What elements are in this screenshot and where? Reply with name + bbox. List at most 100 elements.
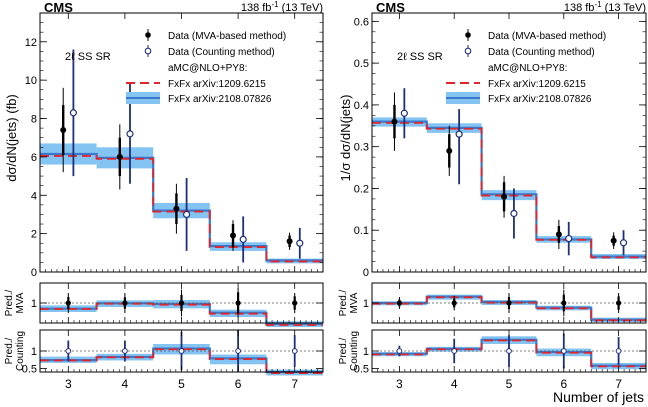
left-ratio-mva-data-point xyxy=(122,300,128,306)
left-mva-data-point xyxy=(230,232,237,239)
left-mva-data-point xyxy=(173,205,180,212)
right-legend-mva-marker xyxy=(465,32,471,38)
left-region-label: 2ℓ SS SR xyxy=(65,51,111,63)
left-legend-generator-label: aMC@NLO+PY8: xyxy=(168,63,247,74)
left-legend-counting-label: Data (Counting method) xyxy=(168,47,275,58)
left-main-ytick-label: 0 xyxy=(31,267,37,279)
right-ratio-mva-data-point xyxy=(451,300,457,306)
left-ratio-counting-data-point xyxy=(122,348,128,354)
left-mva-data-point xyxy=(60,127,67,134)
left-legend-fxfx2-label: FxFx arXiv:2108.07826 xyxy=(168,94,272,105)
left-main-ytick-label: 2 xyxy=(31,229,37,241)
left-ratio-counting-fxfx-1209-line xyxy=(40,348,323,374)
right-mva-data-point xyxy=(501,193,508,200)
left-ratio-counting-y-axis-title-line1: Pred./ xyxy=(4,337,15,364)
x-axis-title: Number of jets xyxy=(553,389,644,405)
right-ratio-mva-y-axis-title-line2: MVA xyxy=(349,292,360,313)
right-counting-data-point xyxy=(400,109,408,117)
left-ratio-counting-ytick-label: 0.5 xyxy=(22,364,37,376)
left-legend-fxfx1-label: FxFx arXiv:1209.6215 xyxy=(168,79,266,90)
left-legend-mva-marker xyxy=(145,32,151,38)
left-ratio-counting-data-point xyxy=(178,348,185,354)
left-counting-data-point xyxy=(239,235,247,243)
left-ratio-mva-y-axis-title-line2: MVA xyxy=(15,292,26,313)
left-panel-differential-cross-section: 0 2 4 6 8 10 12 dσ/dN(jets) (fb) CMS 138 fb-1 (13… xyxy=(4,0,324,391)
left-y-axis-title: dσ/dN(jets) (fb) xyxy=(4,94,19,181)
right-ratio-counting-fxfx-1209-line xyxy=(372,339,646,368)
right-ratio-mva-data-point xyxy=(561,300,567,306)
left-main-ytick-label: 8 xyxy=(31,114,37,126)
right-main-ytick-label: 0.4 xyxy=(354,100,369,112)
right-ratio-mva-data-point xyxy=(506,300,512,306)
right-mva-data-point xyxy=(391,118,398,125)
right-region-label: 2ℓ SS SR xyxy=(397,51,443,63)
right-legend-mva-label: Data (MVA-based method) xyxy=(488,31,606,42)
left-ratio-mva-data-point xyxy=(235,300,241,306)
right-main-ytick-label: 0.1 xyxy=(354,225,369,237)
right-main-ytick-label: 0.5 xyxy=(354,58,369,70)
left-counting-data-point xyxy=(126,130,134,138)
left-ratio-mva-data-point xyxy=(65,300,71,306)
right-legend-counting-marker xyxy=(464,47,472,55)
right-x-tick-label: 3 xyxy=(396,377,403,391)
left-ratio-counting-y-axis-title-line2: Counting xyxy=(15,331,26,371)
right-legend-counting-label: Data (Counting method) xyxy=(488,47,595,58)
left-energy-label: (13 TeV) xyxy=(279,2,323,14)
left-x-tick-label: 3 xyxy=(65,377,72,391)
left-experiment-label: CMS xyxy=(44,0,73,15)
right-mva-data-point xyxy=(555,231,562,238)
right-main-ytick-label: 0 xyxy=(363,267,369,279)
right-lumi-label: 138 fb-1 (13 TeV) xyxy=(564,0,646,14)
right-ratio-mva-y-axis-title-line1: Pred./ xyxy=(338,289,349,316)
left-counting-data-point xyxy=(296,239,304,247)
right-counting-data-point xyxy=(565,234,573,243)
left-ratio-mva-ytick-label: 1 xyxy=(31,298,37,310)
right-counting-data-point xyxy=(619,239,628,247)
left-lumi-label: 138 fb-1 (13 TeV) xyxy=(241,0,323,14)
left-mva-data-point xyxy=(116,153,123,160)
right-experiment-label: CMS xyxy=(376,0,405,15)
right-legend-fxfx1-label: FxFx arXiv:1209.6215 xyxy=(488,79,586,90)
right-counting-data-point xyxy=(455,130,463,138)
right-lumi-exponent: -1 xyxy=(594,0,602,9)
right-x-tick-label: 5 xyxy=(506,377,513,391)
right-legend-generator-label: aMC@NLO+PY8: xyxy=(488,63,567,74)
right-ratio-counting-ytick-label: 0.5 xyxy=(354,364,369,376)
right-ratio-counting-data-point xyxy=(560,348,567,354)
left-main-ytick-label: 6 xyxy=(31,152,37,164)
right-energy-label: (13 TeV) xyxy=(602,2,646,14)
right-main-fxfx-2108-line xyxy=(372,120,646,258)
left-ratio-counting-data-point xyxy=(65,348,72,354)
right-ratio-counting-data-point xyxy=(615,348,622,354)
left-x-tick-label: 5 xyxy=(178,377,185,391)
right-main-ytick-label: 0.2 xyxy=(354,183,369,195)
right-panel-normalized-cross-section: 0 0.1 0.2 0.3 0.4 0.5 0.6 1/σ dσ/dN(jets) CMS 138… xyxy=(338,0,647,391)
right-ratio-counting-data-point xyxy=(506,348,512,354)
right-main-fxfx-1209-line xyxy=(372,121,646,259)
right-main-ytick-label: 0.6 xyxy=(354,16,369,28)
right-ratio-mva-data-point xyxy=(616,300,622,306)
right-x-tick-label: 7 xyxy=(615,377,622,391)
right-legend-fxfx2-label: FxFx arXiv:2108.07826 xyxy=(488,94,592,105)
right-ratio-counting-data-point xyxy=(451,348,458,354)
right-ratio-counting-y-axis-title-line1: Pred./ xyxy=(338,337,349,364)
right-mva-data-point xyxy=(446,147,453,154)
right-y-axis-title: 1/σ dσ/dN(jets) xyxy=(338,95,353,182)
right-counting-data-point xyxy=(510,209,518,218)
right-x-tick-label: 6 xyxy=(560,377,567,391)
left-counting-data-point xyxy=(69,109,77,117)
left-main-ytick-label: 12 xyxy=(25,37,37,49)
left-x-tick-label: 6 xyxy=(235,377,242,391)
left-ratio-counting-data-point xyxy=(291,348,298,354)
right-x-tick-label: 4 xyxy=(451,377,458,391)
right-ratio-mva-data-point xyxy=(396,300,402,306)
left-main-ytick-label: 10 xyxy=(25,75,37,87)
left-x-tick-label: 4 xyxy=(122,377,129,391)
right-mva-data-point xyxy=(610,237,617,244)
left-ratio-counting-data-point xyxy=(235,348,242,354)
left-main-ytick-label: 4 xyxy=(31,190,37,202)
left-counting-data-point xyxy=(182,210,191,219)
left-legend-mva-label: Data (MVA-based method) xyxy=(168,31,286,42)
right-ratio-counting-y-axis-title-line2: Counting xyxy=(349,331,360,371)
